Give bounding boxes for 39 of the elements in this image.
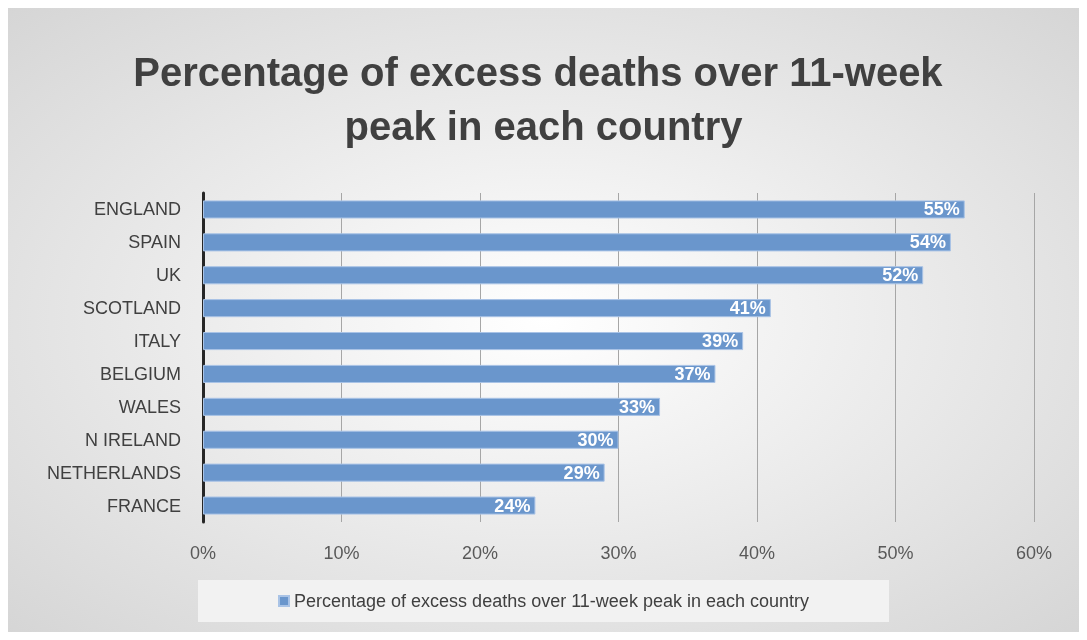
data-label: 39% [702, 331, 739, 352]
x-tick-label: 50% [877, 543, 914, 563]
bar [203, 430, 619, 449]
y-tick-label: FRANCE [106, 495, 181, 516]
bar [203, 332, 744, 351]
y-tick-label: ITALY [133, 331, 181, 352]
y-tick-label: SPAIN [128, 232, 181, 253]
bar [203, 496, 536, 515]
y-tick-label: BELGIUM [99, 363, 181, 384]
data-label: 24% [494, 495, 531, 516]
y-tick-label: N IRELAND [84, 429, 181, 450]
x-tick-label: 30% [600, 543, 637, 563]
data-label: 30% [577, 429, 614, 450]
data-label: 37% [674, 363, 711, 384]
bar [203, 200, 965, 219]
data-label: 54% [909, 232, 946, 253]
bar [203, 463, 605, 482]
data-label: 55% [923, 199, 960, 220]
x-tick-label: 10% [323, 543, 360, 563]
bar [203, 397, 661, 416]
y-tick-label: UK [155, 265, 181, 286]
bar [203, 299, 771, 318]
x-tick-label: 60% [1015, 543, 1053, 563]
data-label: 52% [882, 265, 919, 286]
bar [203, 233, 951, 252]
x-tick-label: 40% [738, 543, 776, 563]
bar [203, 266, 924, 285]
data-label: 33% [619, 396, 656, 417]
chart-title: Percentage of excess deaths over 11-week peak in each country [133, 50, 954, 148]
bar [203, 364, 716, 383]
legend-label: Percentage of excess deaths over 11-week peak in each country [294, 591, 809, 611]
x-tick-label: 0% [189, 543, 217, 563]
y-tick-label: NETHERLANDS [46, 462, 181, 483]
y-tick-label: ENGLAND [93, 199, 181, 220]
data-label: 41% [729, 298, 766, 319]
y-tick-label: WALES [118, 396, 181, 417]
x-tick-label: 20% [461, 543, 499, 563]
y-tick-label: SCOTLAND [82, 298, 181, 319]
data-label: 29% [563, 462, 600, 483]
